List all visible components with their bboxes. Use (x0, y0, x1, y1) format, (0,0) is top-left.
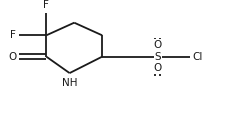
Text: F: F (10, 30, 16, 40)
Text: NH: NH (62, 78, 77, 88)
Text: S: S (154, 52, 160, 62)
Text: O: O (153, 63, 161, 73)
Text: Cl: Cl (192, 52, 202, 62)
Text: O: O (153, 40, 161, 50)
Text: F: F (43, 0, 49, 10)
Text: O: O (8, 52, 16, 62)
